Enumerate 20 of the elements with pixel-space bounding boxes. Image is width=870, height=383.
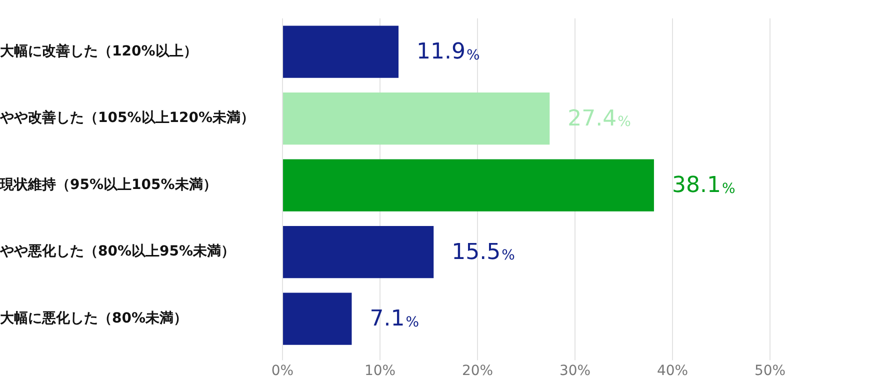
x-tick-label: 30% [559, 363, 591, 380]
x-tick-label: 10% [364, 363, 396, 380]
y-tick-label: 大幅に悪化した（80%未満） [0, 310, 188, 326]
data-label: 7.1% [370, 306, 420, 332]
x-tick-label: 50% [754, 363, 786, 380]
x-tick-label: 40% [656, 363, 688, 380]
x-tick-label: 0% [271, 363, 294, 380]
bar [283, 92, 550, 145]
bar [283, 292, 352, 345]
x-tick-label: 20% [462, 363, 494, 380]
y-tick-label: やや悪化した（80%以上95%未満） [0, 244, 236, 260]
data-label: 15.5% [452, 240, 515, 265]
bar [283, 226, 434, 278]
y-tick-label: やや改善した（105%以上120%未満） [0, 109, 255, 126]
data-label: 11.9% [416, 40, 480, 64]
data-label: 38.1% [672, 173, 736, 198]
bar [283, 26, 399, 78]
data-label: 27.4% [568, 106, 631, 132]
y-tick-label: 大幅に改善した（120%以上） [0, 42, 198, 60]
bar [283, 159, 654, 212]
